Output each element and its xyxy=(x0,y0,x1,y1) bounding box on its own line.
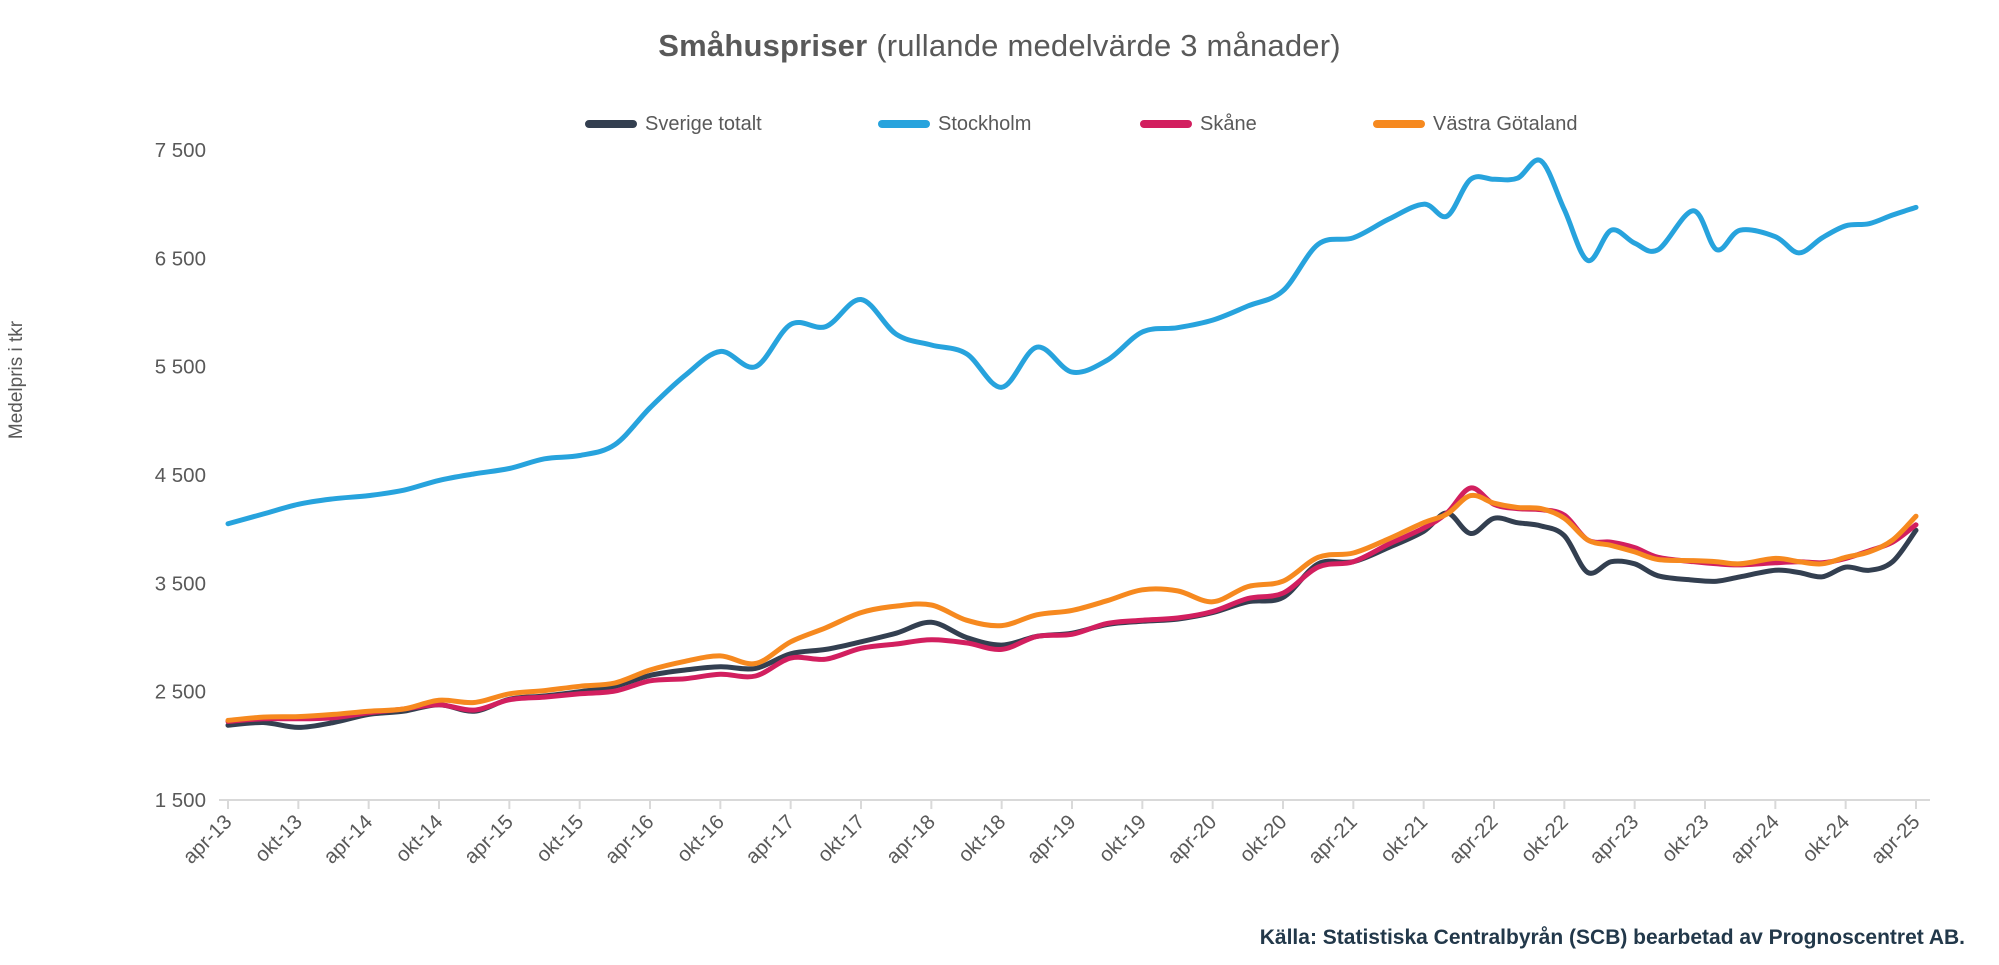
x-axis-label: apr-20 xyxy=(1163,810,1221,868)
x-axis-label: okt-21 xyxy=(1376,810,1433,867)
x-axis-label: okt-22 xyxy=(1516,810,1573,867)
legend-item-sverige-totalt: Sverige totalt xyxy=(585,112,762,136)
legend-swatch-vastra-gotaland xyxy=(1373,120,1425,128)
y-axis-label: 1 500 xyxy=(155,789,206,812)
source-credit: Källa: Statistiska Centralbyrån (SCB) be… xyxy=(1259,926,1965,949)
legend-item-vastra-gotaland: Västra Götaland xyxy=(1373,112,1578,136)
x-axis-label: apr-23 xyxy=(1585,810,1643,868)
series-line-sverige-totalt xyxy=(225,510,1919,730)
x-axis-label: okt-23 xyxy=(1657,810,1714,867)
legend-swatch-sverige-totalt xyxy=(585,120,637,128)
x-axis-label: apr-24 xyxy=(1726,810,1784,868)
y-axis-label: 5 500 xyxy=(155,356,206,379)
x-axis-label: okt-13 xyxy=(250,810,307,867)
x-axis-label: okt-16 xyxy=(672,810,729,867)
legend-swatch-skane xyxy=(1140,120,1192,128)
series-line-sk-ne xyxy=(225,485,1919,724)
x-axis-label: apr-22 xyxy=(1444,810,1502,868)
chart-title-suffix: (rullande medelvärde 3 månader) xyxy=(867,28,1341,63)
x-axis-label: okt-18 xyxy=(954,810,1011,867)
x-axis-label: apr-14 xyxy=(319,810,377,868)
legend-item-skane: Skåne xyxy=(1140,112,1257,136)
x-axis-label: okt-15 xyxy=(532,810,589,867)
y-axis-label: 6 500 xyxy=(155,247,206,270)
chart-title: Småhuspriser (rullande medelvärde 3 måna… xyxy=(0,28,1999,64)
legend-swatch-stockholm xyxy=(878,120,930,128)
x-axis-label: okt-20 xyxy=(1235,810,1292,867)
x-axis-label: apr-21 xyxy=(1304,810,1362,868)
x-axis-label: apr-15 xyxy=(460,810,518,868)
x-axis-label: apr-18 xyxy=(882,810,940,868)
x-axis-label: apr-17 xyxy=(741,810,799,868)
x-axis-label: apr-19 xyxy=(1022,810,1080,868)
x-axis-label: okt-24 xyxy=(1798,810,1855,867)
x-axis-label: okt-17 xyxy=(813,810,870,867)
legend-label-stockholm: Stockholm xyxy=(938,112,1032,135)
chart-title-main: Småhuspriser xyxy=(658,28,868,63)
y-axis-label: 7 500 xyxy=(155,139,206,162)
series-line-stockholm xyxy=(225,157,1919,527)
legend-label-skane: Skåne xyxy=(1200,112,1257,135)
y-axis-label: 4 500 xyxy=(155,464,206,487)
legend-item-stockholm: Stockholm xyxy=(878,112,1031,136)
series-line-v-stra-g-taland xyxy=(225,492,1919,723)
x-axis-label: okt-19 xyxy=(1094,810,1151,867)
legend-label-sverige-totalt: Sverige totalt xyxy=(645,112,762,135)
x-axis-label: okt-14 xyxy=(391,810,448,867)
legend-label-vastra-gotaland: Västra Götaland xyxy=(1433,112,1578,135)
y-axis-label: 2 500 xyxy=(155,681,206,704)
x-axis-label: apr-16 xyxy=(600,810,658,868)
x-axis-label: apr-25 xyxy=(1866,810,1924,868)
x-axis-label: apr-13 xyxy=(178,810,236,868)
y-axis-label: 3 500 xyxy=(155,572,206,595)
